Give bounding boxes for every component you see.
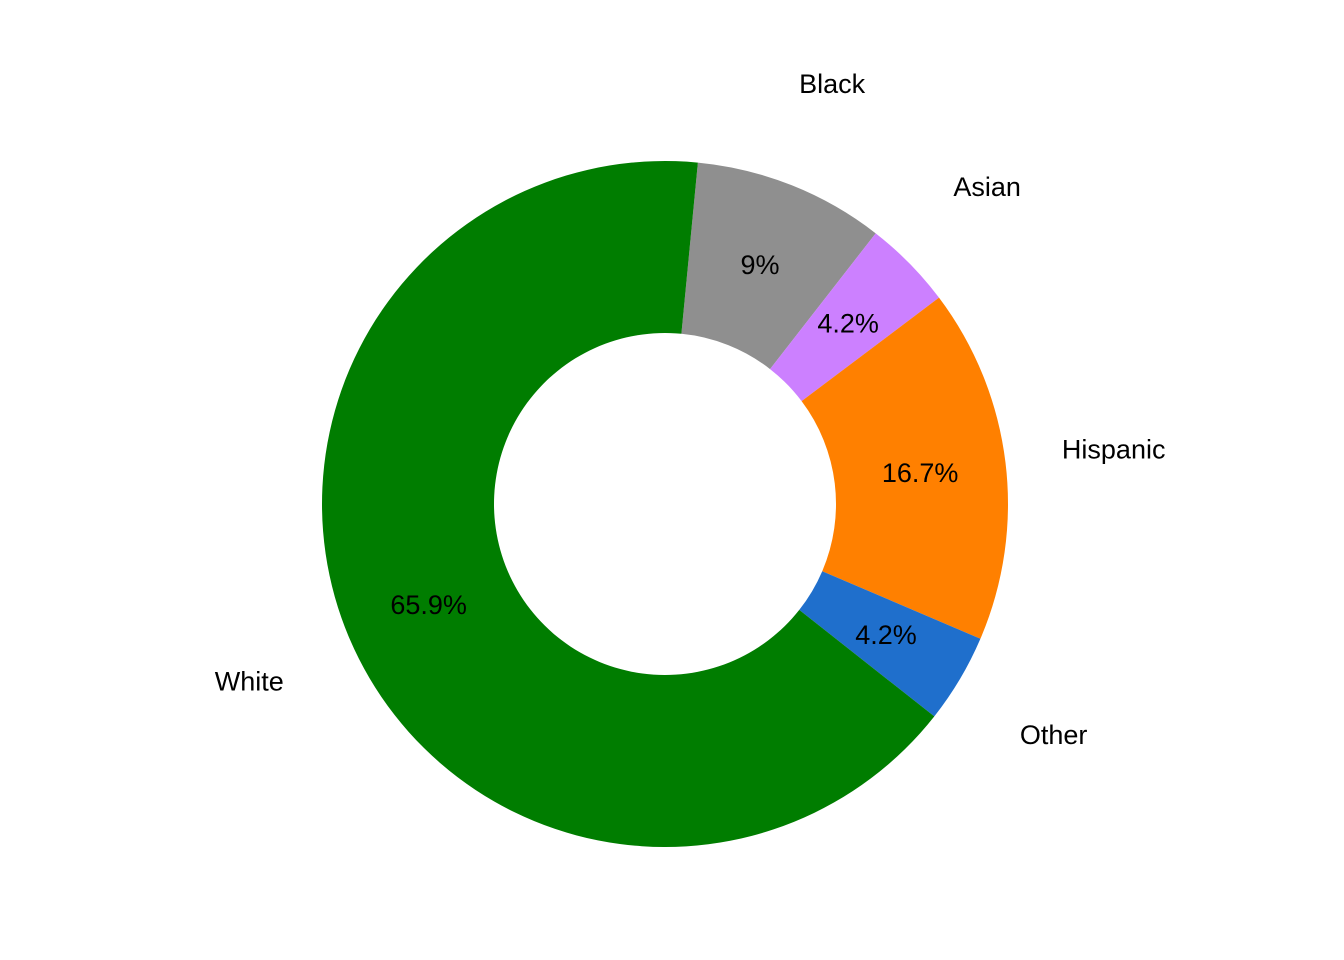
value-label-other: 4.2% [855,620,917,650]
slice-other [799,571,981,717]
category-label-black: Black [799,69,866,99]
slice-black [681,162,876,370]
slice-white [321,160,935,847]
category-label-other: Other [1020,720,1088,750]
category-label-hispanic: Hispanic [1062,435,1166,465]
slice-asian [770,233,940,402]
value-label-hispanic: 16.7% [882,458,959,488]
value-label-black: 9% [741,250,780,280]
value-label-group: 9% 4.2% 16.7% 4.2% 65.9% [390,250,958,650]
value-label-asian: 4.2% [817,309,879,339]
slice-group [321,160,1009,847]
category-label-group: Black Asian Hispanic Other White [215,69,1166,750]
slice-hispanic [801,297,1009,639]
category-label-white: White [215,666,284,696]
value-label-white: 65.9% [390,590,467,620]
category-label-asian: Asian [953,172,1021,202]
